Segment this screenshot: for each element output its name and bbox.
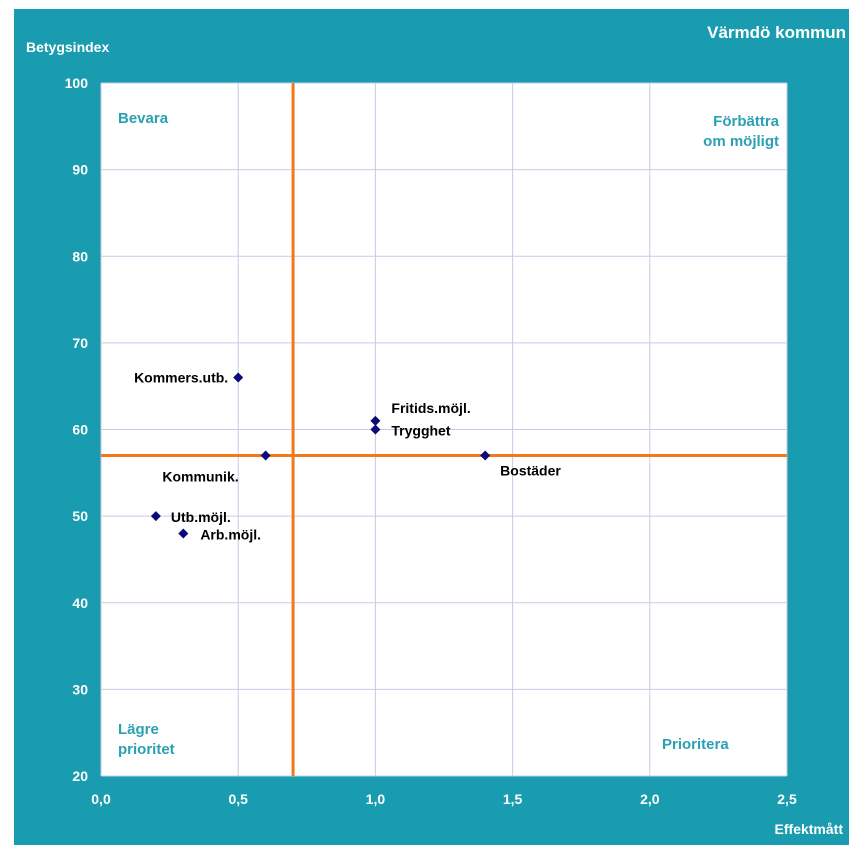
x-tick-label: 2,0 [640,791,660,807]
quadrant-label-forbattra: Förbättra [713,113,779,130]
quadrant-label-lagre-prioritet: Lägre [118,721,159,738]
y-tick-label: 30 [72,681,88,697]
y-tick-label: 80 [72,248,88,264]
x-tick-label: 0,5 [228,791,248,807]
x-tick-label: 0,0 [91,791,111,807]
quadrant-label-lagre-prioritet: prioritet [118,741,175,758]
x-tick-label: 1,5 [503,791,523,807]
y-tick-label: 90 [72,162,88,178]
data-point-label: Trygghet [391,423,450,439]
data-point-marker [370,415,381,426]
y-axis-label: Betygsindex [26,39,109,55]
data-point-label: Utb.möjl. [171,509,231,525]
quadrant-label-prioritera: Prioritera [662,736,729,753]
data-point-label: Kommers.utb. [134,370,228,386]
gridlines [100,82,788,777]
quadrant-label-bevara: Bevara [118,110,169,127]
y-tick-label: 20 [72,768,88,784]
chart-title: Värmdö kommun [707,23,846,42]
data-point-marker [480,450,491,461]
x-tick-label: 2,5 [777,791,797,807]
quadrant-labels: Bevara Förbättra om möjligt Lägre prioritet P… [118,110,780,758]
y-tick-label: 60 [72,422,88,438]
x-axis-label: Effektmått [775,821,844,837]
data-point-marker [370,424,381,435]
data-point-label: Kommunik. [162,468,238,484]
quadrant-label-forbattra: om möjligt [703,133,779,150]
data-points: Kommers.utb. Fritids.möjl. Trygghet Kommuni… [134,370,561,543]
data-point-marker [233,372,244,383]
data-point-marker [178,528,189,539]
axis-tick-labels: 20 30 40 50 60 70 80 90 100 0,0 0,5 1,0 1,5 2,0 2,5 [65,75,797,807]
y-tick-label: 50 [72,508,88,524]
data-point-marker [150,511,161,522]
y-tick-label: 100 [65,75,89,91]
data-point-label: Fritids.möjl. [391,400,470,416]
y-tick-label: 70 [72,335,88,351]
x-tick-label: 1,0 [366,791,386,807]
data-point-label: Bostäder [500,462,561,478]
reference-lines [101,83,787,776]
y-tick-label: 40 [72,595,88,611]
data-point-label: Arb.möjl. [200,526,261,542]
data-point-marker [260,450,271,461]
